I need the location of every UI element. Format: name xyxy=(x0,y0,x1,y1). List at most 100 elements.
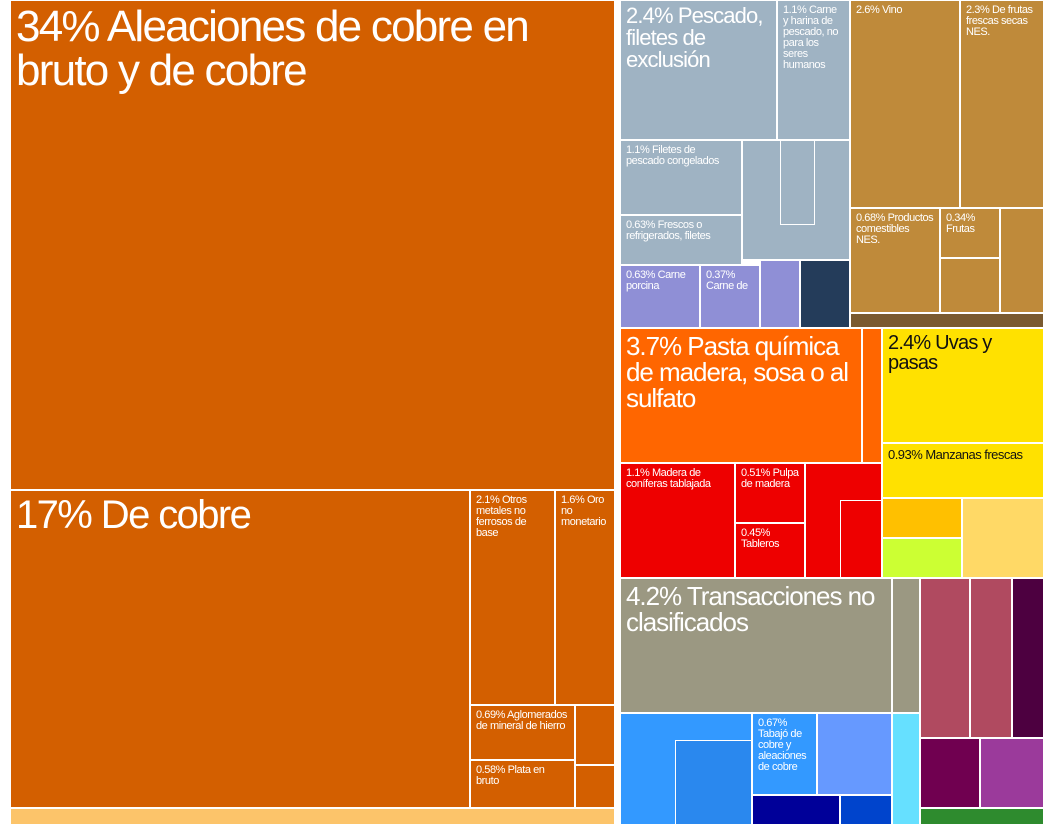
tile: 1.1% Carne y harina de pescado, no para … xyxy=(777,0,850,140)
tile-label: 0.45% Tableros xyxy=(736,524,804,554)
tile: 17% De cobre xyxy=(10,490,470,808)
cell xyxy=(1012,578,1044,738)
tile: 0.68% Productos comestibles NES. xyxy=(850,208,940,313)
value-label: 0.93% xyxy=(888,447,923,462)
value-label: 0.68% xyxy=(856,212,885,224)
item-name: Filetes de pescado congelados xyxy=(626,144,719,167)
tile: 0.93% Manzanas frescas xyxy=(882,443,1044,498)
item-name: Manzanas frescas xyxy=(925,447,1023,462)
cell xyxy=(892,713,920,825)
tile: 0.63% Frescos o refrigerados, filetes xyxy=(620,215,742,265)
cell xyxy=(10,808,615,825)
tile: 0.58% Plata en bruto xyxy=(470,760,575,808)
item-name: Carne y harina de pescado, no para los s… xyxy=(783,4,839,71)
cell xyxy=(1000,208,1044,313)
cell xyxy=(760,260,800,328)
cell xyxy=(962,498,1044,578)
cell xyxy=(980,738,1044,808)
cell xyxy=(575,705,615,765)
item-name: Carne porcina xyxy=(626,269,686,292)
item-name: Pulpa de madera xyxy=(741,467,799,490)
value-label: 2.3% xyxy=(966,4,990,16)
item-name: De frutas frescas secas NES. xyxy=(966,4,1033,38)
item-name: Otros metales no ferrosos de base xyxy=(476,494,527,539)
tile-label: 2.1% Otros metales no ferrosos de base xyxy=(471,491,554,543)
tile-label: 2.4% Pescado, filetes de exclusión xyxy=(621,1,776,75)
cell xyxy=(882,498,962,538)
tile: 1.1% Filetes de pescado congelados xyxy=(620,140,742,215)
item-name: Carne de xyxy=(706,280,748,292)
tile-label: 0.58% Plata en bruto xyxy=(471,761,574,791)
tile: 2.1% Otros metales no ferrosos de base xyxy=(470,490,555,705)
value-label: 34% xyxy=(16,2,101,51)
item-name: Madera de coníferas tablajada xyxy=(626,467,711,490)
item-name: Aglomerados de mineral de hierro xyxy=(476,709,567,732)
tile-label: 0.93% Manzanas frescas xyxy=(883,444,1043,465)
tile: 1.6% Oro no monetario xyxy=(555,490,615,705)
tile-label: 2.4% Uvas y pasas xyxy=(883,329,1043,377)
cell xyxy=(882,538,962,578)
value-label: 17% xyxy=(16,493,93,537)
tile-label: 0.51% Pulpa de madera xyxy=(736,464,804,494)
tile: 2.4% Pescado, filetes de exclusión xyxy=(620,0,777,140)
tile-label: 0.68% Productos comestibles NES. xyxy=(851,209,939,250)
tile: 34% Aleaciones de cobre en bruto y de co… xyxy=(10,0,615,490)
value-label: 2.4% xyxy=(888,332,931,354)
tile: 2.4% Uvas y pasas xyxy=(882,328,1044,443)
tile: 2.3% De frutas frescas secas NES. xyxy=(960,0,1044,208)
tile: 0.67% Tabajó de cobre y aleaciones de co… xyxy=(752,713,817,795)
value-label: 1.1% xyxy=(626,144,650,156)
item-name: Tableros xyxy=(741,538,780,550)
value-label: 3.7% xyxy=(626,331,682,361)
tile-label: 1.1% Carne y harina de pescado, no para … xyxy=(778,1,849,75)
item-name: Pasta química de madera, sosa o al sulfa… xyxy=(626,331,849,413)
cell xyxy=(920,738,980,808)
cell xyxy=(850,313,1044,328)
cell xyxy=(675,740,752,825)
tile: 3.7% Pasta química de madera, sosa o al … xyxy=(620,328,862,463)
value-label: 0.69% xyxy=(476,709,505,721)
cell xyxy=(840,500,882,578)
item-name: Productos comestibles NES. xyxy=(856,212,934,246)
cell xyxy=(800,260,850,328)
tile: 0.63% Carne porcina xyxy=(620,265,700,328)
value-label: 1.1% xyxy=(783,4,807,16)
tile: 0.69% Aglomerados de mineral de hierro xyxy=(470,705,575,760)
value-label: 0.37% xyxy=(706,269,735,281)
tile-label: 0.69% Aglomerados de mineral de hierro xyxy=(471,706,574,736)
tile: 0.34% Frutas xyxy=(940,208,1000,258)
item-name: Vino xyxy=(881,4,903,16)
tile: 0.51% Pulpa de madera xyxy=(735,463,805,523)
tile-label: 3.7% Pasta química de madera, sosa o al … xyxy=(621,329,861,415)
value-label: 0.45% xyxy=(741,527,770,539)
value-label: 1.6% xyxy=(561,494,585,506)
tile-label: 1.1% Filetes de pescado congelados xyxy=(621,141,741,171)
cell xyxy=(970,578,1012,738)
tile: 0.45% Tableros xyxy=(735,523,805,578)
item-name: Transacciones no clasificados xyxy=(626,581,875,637)
tile: 4.2% Transacciones no clasificados xyxy=(620,578,892,713)
tile: 1.1% Madera de coníferas tablajada xyxy=(620,463,735,578)
tile-label: 1.6% Oro no monetario xyxy=(556,491,614,532)
tile-label: 0.37% Carne de xyxy=(701,266,759,296)
item-name: Frescos o refrigerados, filetes xyxy=(626,219,711,242)
tile-label: 17% De cobre xyxy=(11,491,469,539)
item-name: De cobre xyxy=(100,493,252,537)
cell xyxy=(840,795,892,825)
tile-label: 0.63% Carne porcina xyxy=(621,266,699,296)
tile: 0.37% Carne de xyxy=(700,265,760,328)
tile-label: 2.6% Vino xyxy=(851,1,959,20)
value-label: 2.4% xyxy=(626,3,673,28)
item-name: Tabajó de cobre y aleaciones de cobre xyxy=(758,728,807,773)
value-label: 4.2% xyxy=(626,581,682,611)
cell xyxy=(752,795,840,825)
value-label: 1.1% xyxy=(626,467,650,479)
item-name: Frutas xyxy=(946,223,975,235)
cell xyxy=(940,258,1000,313)
cell xyxy=(575,765,615,808)
tile-label: 34% Aleaciones de cobre en bruto y de co… xyxy=(11,1,614,97)
value-label: 0.34% xyxy=(946,212,975,224)
cell xyxy=(892,578,920,713)
value-label: 2.6% xyxy=(856,4,880,16)
